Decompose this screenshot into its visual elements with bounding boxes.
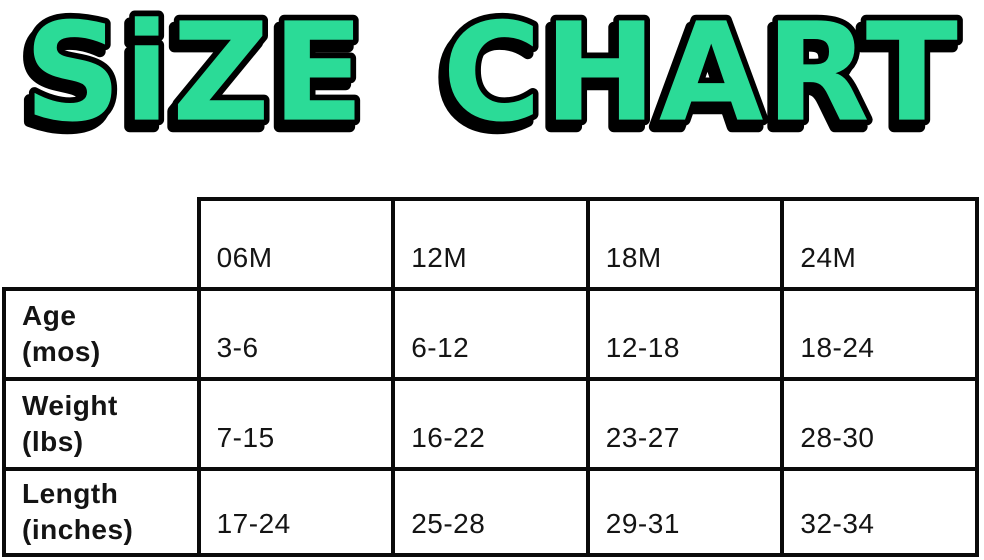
row-label-length: Length (inches): [2, 467, 201, 557]
value-cell: 28-30: [780, 377, 979, 471]
size-chart-title-text: SiZE CHART: [24, 0, 960, 152]
size-chart-title-graphic: SiZE CHART: [18, 0, 963, 158]
row-label-text: Length: [22, 478, 119, 510]
row-label-unit: (inches): [22, 514, 134, 545]
column-header-18m: 18M: [585, 197, 785, 291]
row-label-age: Age (mos): [2, 287, 201, 381]
row-label-text: Age: [22, 300, 77, 332]
row-label-text: Weight: [22, 390, 118, 422]
value-cell: 16-22: [391, 377, 590, 471]
value-cell: 18-24: [780, 287, 979, 381]
value-cell: 7-15: [196, 377, 396, 471]
table-row-length: Length (inches) 17-24 25-28 29-31 32-34: [2, 467, 979, 557]
size-chart-table: 06M 12M 18M 24M Age (mos) 3-6 6-12 12-18…: [2, 197, 979, 557]
value-cell: 17-24: [196, 467, 396, 557]
page-title: SiZE CHART: [0, 0, 984, 165]
column-header-12m: 12M: [391, 197, 590, 291]
value-cell: 23-27: [585, 377, 785, 471]
table-header-row: 06M 12M 18M 24M: [4, 197, 979, 291]
column-header-06m: 06M: [196, 197, 396, 291]
value-cell: 3-6: [196, 287, 396, 381]
row-label-unit: (mos): [22, 336, 101, 367]
table-row-weight: Weight (lbs) 7-15 16-22 23-27 28-30: [2, 377, 979, 471]
blank-corner-cell: [4, 199, 199, 289]
row-label-weight: Weight (lbs): [2, 377, 201, 471]
value-cell: 12-18: [585, 287, 785, 381]
value-cell: 32-34: [780, 467, 979, 557]
table-row-age: Age (mos) 3-6 6-12 12-18 18-24: [2, 287, 979, 381]
value-cell: 29-31: [585, 467, 785, 557]
value-cell: 25-28: [391, 467, 590, 557]
row-label-unit: (lbs): [22, 426, 84, 457]
value-cell: 6-12: [391, 287, 590, 381]
column-header-24m: 24M: [780, 197, 979, 291]
